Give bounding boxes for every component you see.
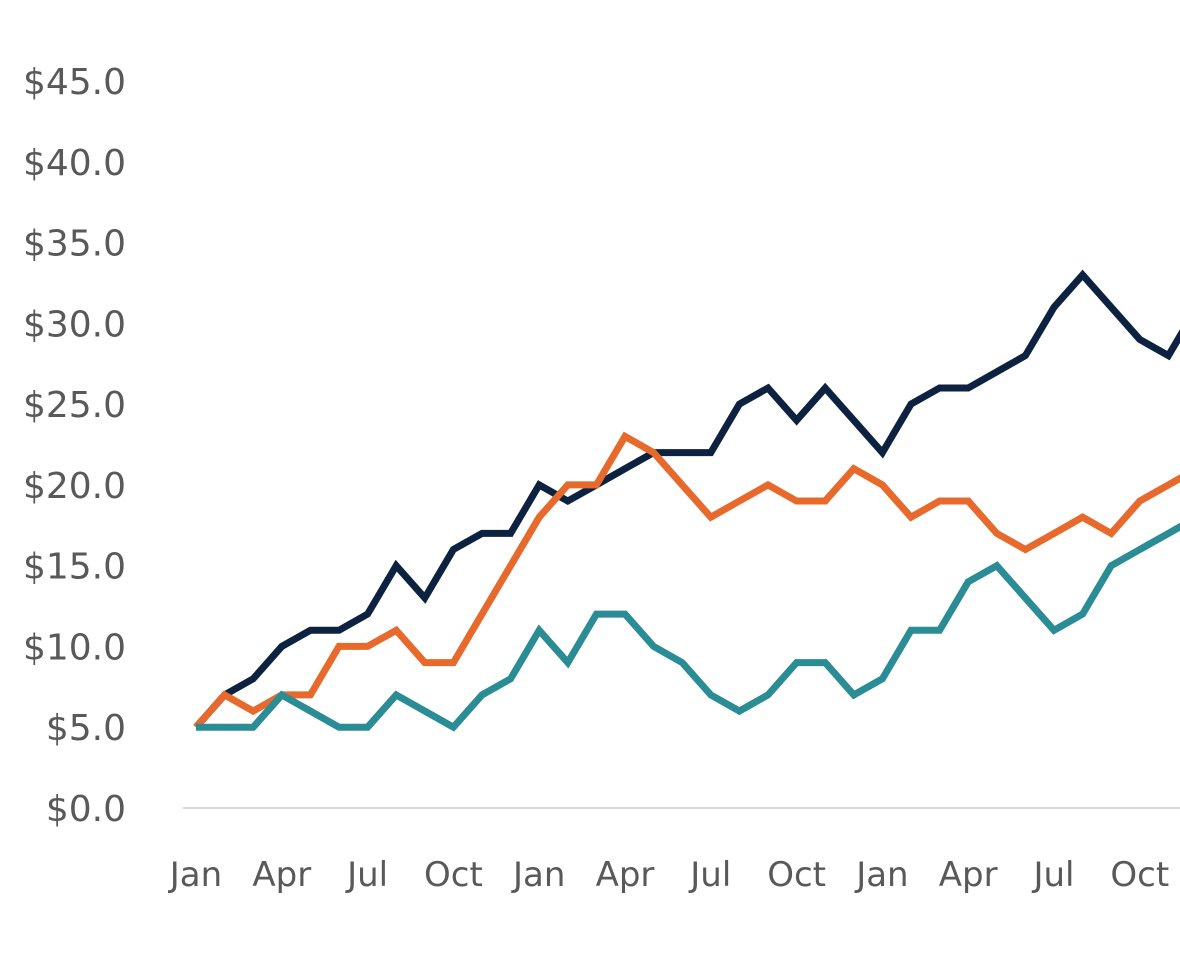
series-line-1 (193, 269, 1180, 730)
series-line-2 (193, 431, 1180, 730)
series-line-3 (196, 522, 1180, 732)
y-tick-label: $10.0 (23, 627, 126, 668)
y-tick-label: $0.0 (46, 789, 126, 830)
y-tick-label: $35.0 (23, 224, 126, 265)
x-tick-label: Oct (767, 855, 826, 895)
x-tick-label: Jul (1031, 855, 1074, 895)
y-tick-label: $40.0 (23, 143, 126, 184)
y-tick-label: $5.0 (46, 708, 126, 749)
x-tick-label: Oct (1110, 855, 1169, 895)
x-tick-label: Apr (596, 855, 655, 895)
x-tick-label: Oct (424, 855, 483, 895)
x-tick-label: Apr (939, 855, 998, 895)
series-lines (193, 269, 1180, 732)
x-tick-label: Jan (854, 855, 908, 895)
y-tick-label: $45.0 (23, 62, 126, 103)
x-tick-label: Jul (688, 855, 731, 895)
y-tick-label: $15.0 (23, 547, 126, 588)
y-axis-tick-labels: $0.0 $5.0 $10.0 $15.0 $20.0 $25.0 $30.0 $35.0 $4… (23, 62, 126, 830)
y-tick-label: $30.0 (23, 304, 126, 345)
y-tick-label: $25.0 (23, 385, 126, 426)
x-tick-label: Jan (511, 855, 565, 895)
x-tick-label: Jul (345, 855, 388, 895)
x-axis-tick-labels: Jan Apr Jul Oct Jan Apr Jul Oct Jan Apr Jul Oct (168, 855, 1169, 895)
x-tick-label: Jan (168, 855, 222, 895)
x-tick-label: Apr (252, 855, 311, 895)
y-tick-label: $20.0 (23, 466, 126, 507)
